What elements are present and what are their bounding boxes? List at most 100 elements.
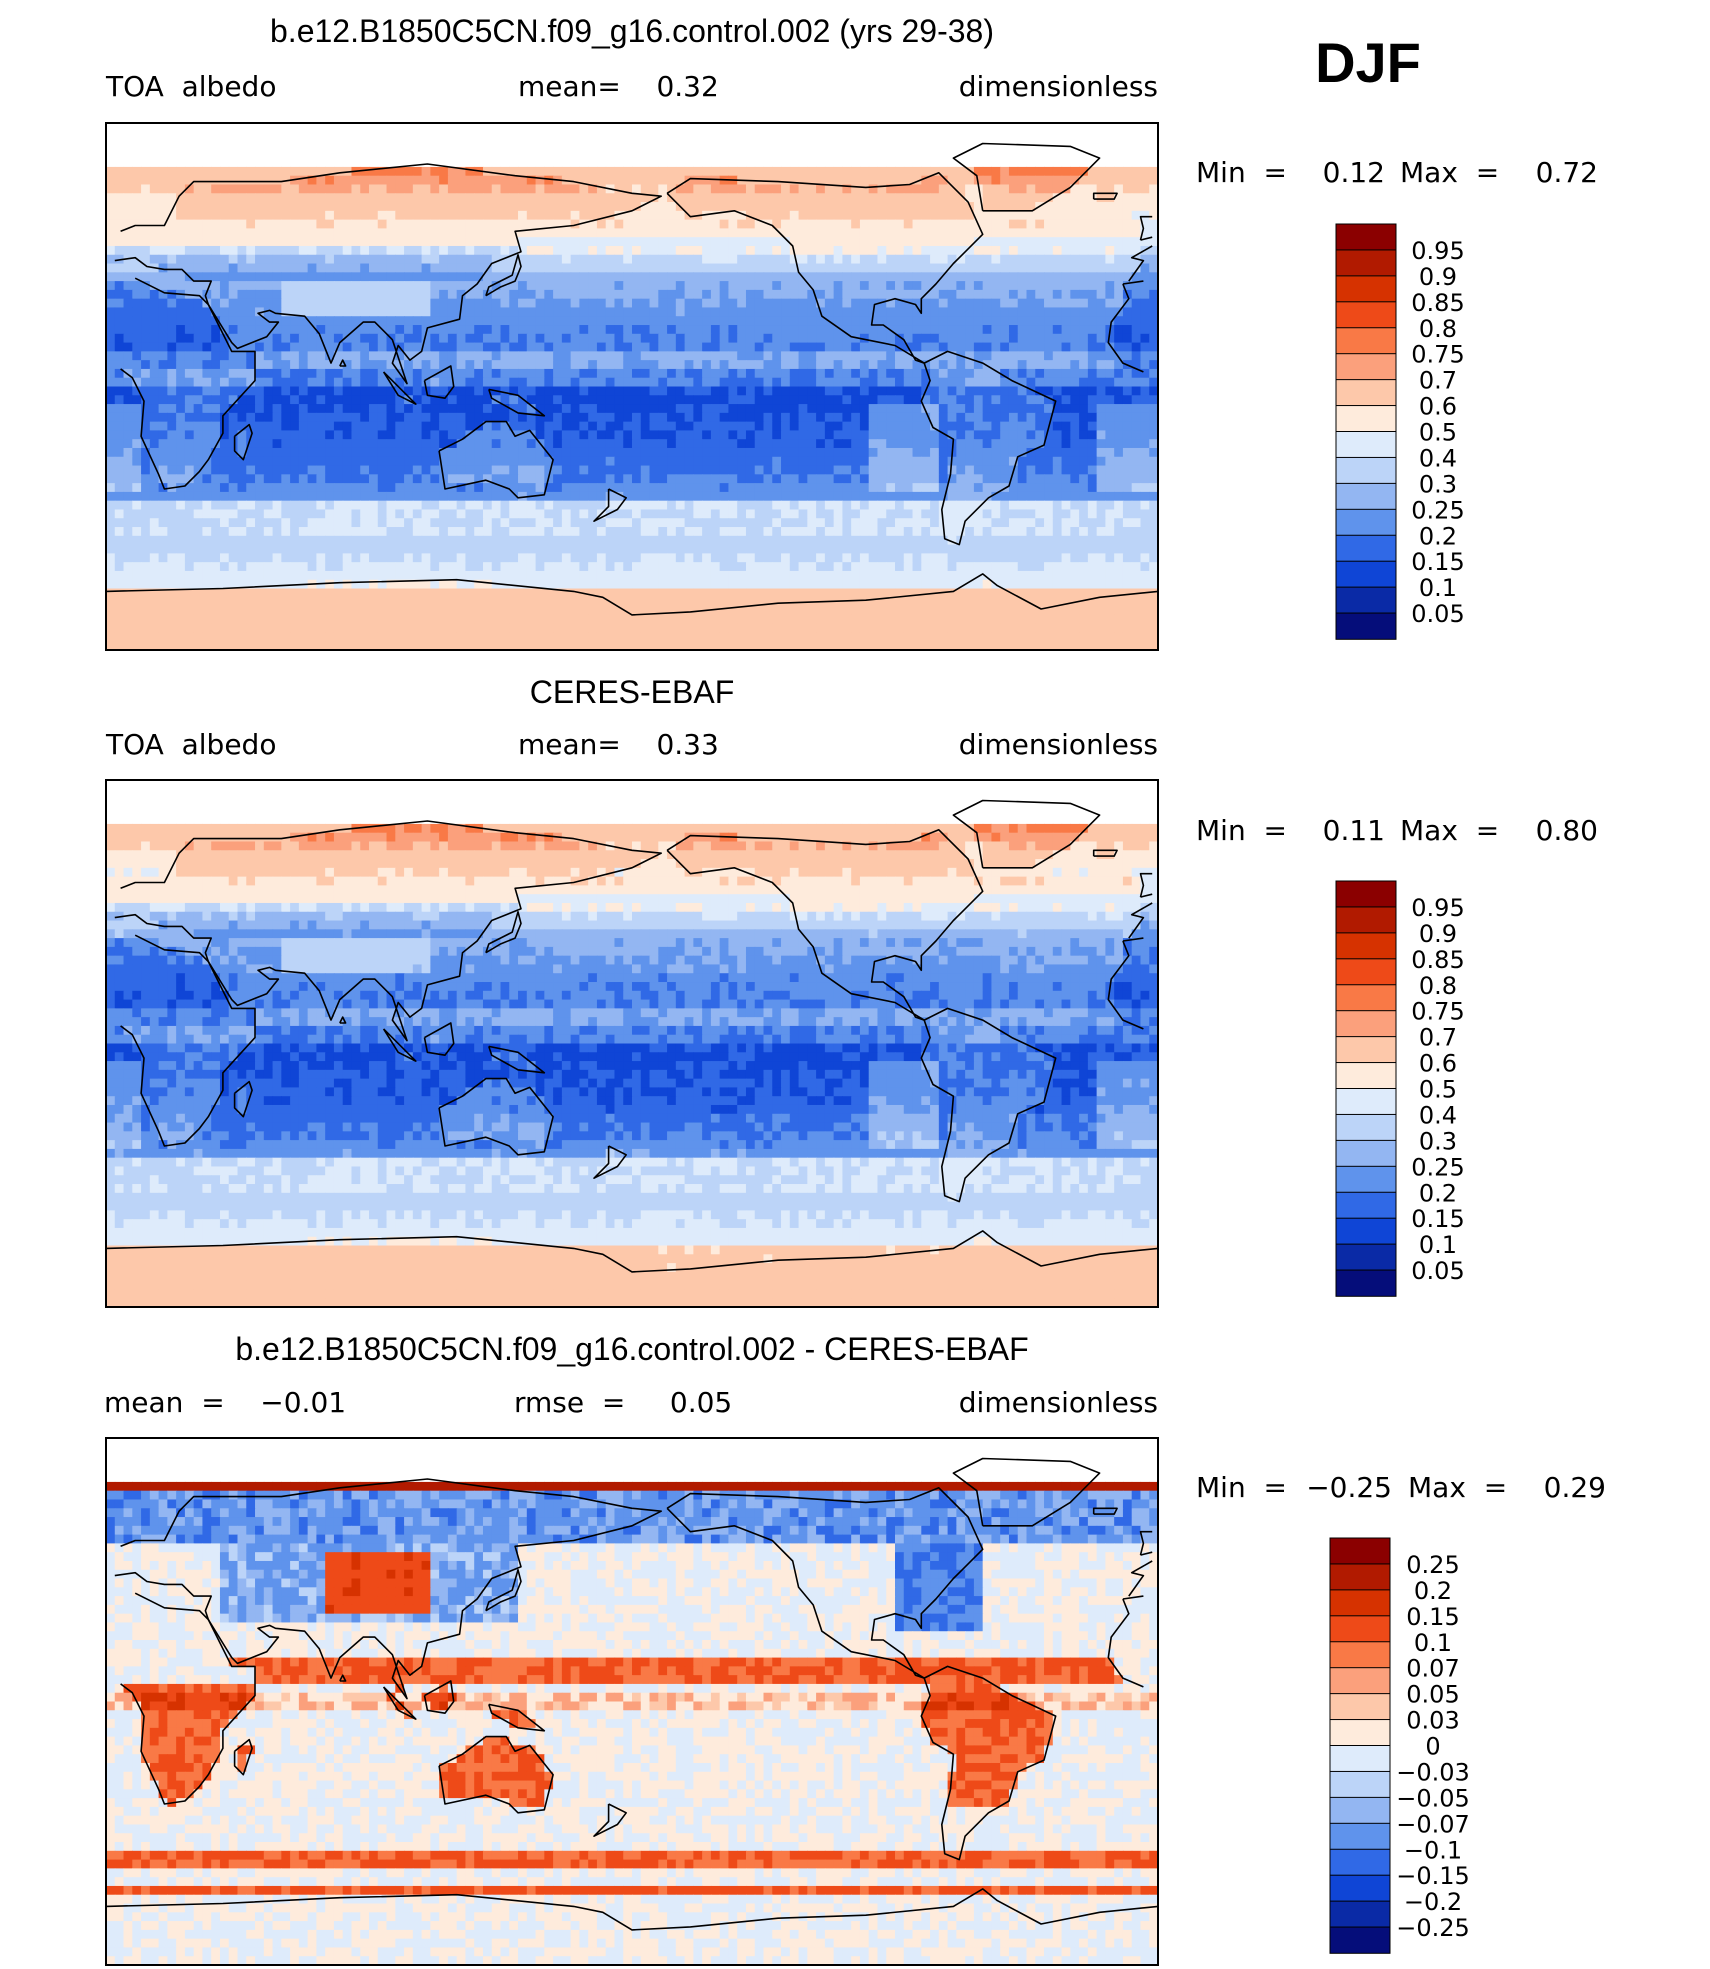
coastlines [106, 1457, 1158, 1965]
colorbar-tick-label: 0.05 [1411, 1257, 1464, 1285]
colorbar-swatch [1329, 1693, 1391, 1721]
colorbar-swatch [1335, 1165, 1397, 1194]
contour-field [106, 166, 1158, 650]
colorbar-tick-label: 0.1 [1419, 1231, 1457, 1259]
colorbar-swatch [1329, 1719, 1391, 1747]
max-label: Max = [1400, 156, 1499, 189]
colorbar-swatch [1329, 1796, 1391, 1825]
colorbar-swatch [1335, 1088, 1397, 1116]
colorbar-tick-label: 0.95 [1411, 894, 1464, 922]
colorbar-tick-label: 0.07 [1406, 1655, 1459, 1683]
colorbar-tick-label: 0.05 [1406, 1681, 1459, 1709]
colorbar-tick-label: 0.8 [1419, 972, 1457, 1000]
colorbar-tick-label: 0.3 [1419, 1127, 1457, 1155]
colorbar-tick-label: 0.95 [1411, 237, 1464, 265]
colorbar-tick-label: 0.15 [1411, 548, 1464, 576]
units-label: dimensionless [959, 70, 1158, 103]
colorbar-swatch [1335, 586, 1397, 614]
colorbar-tick-label: 0.9 [1419, 920, 1457, 948]
colorbar-tick-label: 0.5 [1419, 1076, 1457, 1104]
diff-mean-label: mean = −0.01 [104, 1386, 346, 1419]
variable-label: TOA albedo [105, 728, 276, 761]
season-label: DJF [1315, 31, 1421, 94]
colorbar-tick-label: 0.85 [1411, 289, 1464, 317]
panel-title: b.e12.B1850C5CN.f09_g16.control.002 - CE… [235, 1331, 1028, 1367]
panel-title: CERES-EBAF [530, 674, 734, 710]
mean-label: mean= 0.33 [518, 728, 719, 761]
colorbar-swatch [1335, 405, 1397, 433]
colorbar-swatch [1329, 1745, 1391, 1773]
colorbar-swatch [1335, 1269, 1397, 1297]
max-value: 0.29 [1544, 1471, 1606, 1504]
colorbar-tick-label: 0.85 [1411, 946, 1464, 974]
min-label: Min = [1196, 156, 1287, 189]
panel-model: b.e12.B1850C5CN.f09_g16.control.002 (yrs… [105, 13, 1598, 651]
colorbar-tick-label: −0.15 [1396, 1862, 1470, 1890]
colorbar-tick-label: 0.75 [1411, 341, 1464, 369]
colorbar-swatch [1329, 1770, 1391, 1799]
colorbar-swatch [1335, 249, 1397, 277]
colorbar-swatch [1329, 1848, 1391, 1876]
map-plot [105, 1437, 1159, 1966]
colorbar-tick-label: 0.25 [1411, 496, 1464, 524]
colorbar-tick-label: 0.4 [1419, 444, 1457, 472]
colorbar-tick-label: 0.7 [1419, 1024, 1457, 1052]
colorbar-tick-label: 0.3 [1419, 470, 1457, 498]
colorbar-tick-label: 0.1 [1414, 1629, 1452, 1657]
colorbar-swatch [1335, 275, 1397, 303]
coastlines [106, 142, 1158, 650]
colorbar-swatch [1335, 1139, 1397, 1168]
contour-field [106, 823, 1158, 1307]
colorbar: 0.250.20.150.10.070.050.030−0.03−0.05−0.… [1329, 1537, 1470, 1954]
colorbar-swatch [1329, 1641, 1391, 1669]
colorbar-swatch [1329, 1589, 1391, 1617]
min-value: 0.12 [1323, 156, 1385, 189]
colorbar-swatch [1335, 984, 1397, 1012]
colorbar-swatch [1335, 431, 1397, 459]
colorbar-swatch [1329, 1926, 1391, 1954]
colorbar-tick-label: 0 [1425, 1733, 1440, 1761]
colorbar-tick-label: 0.7 [1419, 367, 1457, 395]
max-value: 0.80 [1536, 814, 1598, 847]
colorbar-swatch [1329, 1563, 1391, 1591]
colorbar-swatch [1335, 1062, 1397, 1090]
colorbar-tick-label: 0.05 [1411, 600, 1464, 628]
colorbar-tick-label: 0.8 [1419, 315, 1457, 343]
map-border [105, 1437, 1159, 1966]
min-value: 0.11 [1323, 814, 1385, 847]
colorbar-swatch [1335, 958, 1397, 986]
min-value: −0.25 [1306, 1471, 1392, 1504]
colorbar-swatch [1335, 1113, 1397, 1142]
colorbar-swatch [1335, 1243, 1397, 1271]
colorbar-swatch [1335, 223, 1397, 251]
colorbar-swatch [1335, 1010, 1397, 1038]
colorbar-tick-label: 0.1 [1419, 574, 1457, 602]
max-value: 0.72 [1536, 156, 1598, 189]
max-label: Max = [1400, 814, 1499, 847]
colorbar-tick-label: 0.9 [1419, 263, 1457, 291]
min-label: Min = [1196, 1471, 1287, 1504]
colorbar-swatch [1329, 1615, 1391, 1643]
colorbar-swatch [1335, 456, 1397, 485]
min-label: Min = [1196, 814, 1287, 847]
colorbar-swatch [1335, 353, 1397, 381]
contour-field [106, 1481, 1158, 1965]
colorbar-swatch [1335, 560, 1397, 588]
colorbar-swatch [1329, 1822, 1391, 1851]
colorbar-swatch [1329, 1667, 1391, 1695]
colorbar-swatch [1329, 1537, 1391, 1565]
colorbar-tick-label: 0.2 [1414, 1577, 1452, 1605]
colorbar-tick-label: −0.07 [1396, 1810, 1470, 1838]
colorbar-tick-label: 0.25 [1406, 1551, 1459, 1579]
map-border [105, 122, 1159, 651]
colorbar-tick-label: −0.05 [1396, 1784, 1470, 1812]
colorbar-swatch [1335, 534, 1397, 562]
colorbar-tick-label: −0.25 [1396, 1914, 1470, 1942]
colorbar-tick-label: 0.4 [1419, 1101, 1457, 1129]
map-plot [105, 779, 1159, 1308]
variable-label: TOA albedo [105, 70, 276, 103]
colorbar-swatch [1335, 1217, 1397, 1245]
colorbar-tick-label: 0.15 [1406, 1603, 1459, 1631]
colorbar-swatch [1335, 482, 1397, 511]
